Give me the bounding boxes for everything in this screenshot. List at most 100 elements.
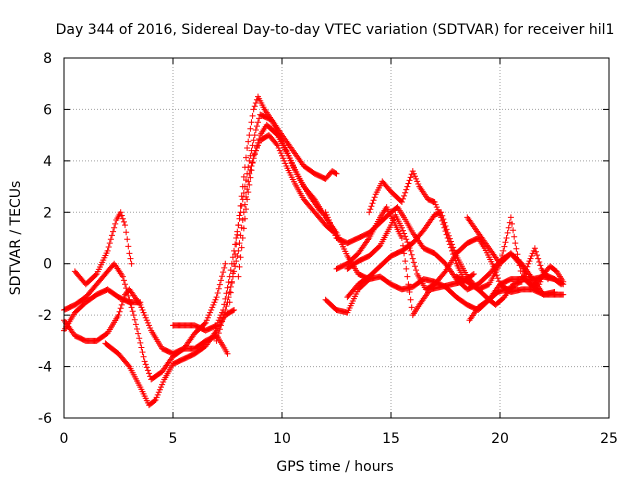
data-point [446,241,453,248]
data-point [445,238,452,245]
series-track-l [344,211,558,298]
y-tick-label: 0 [43,257,52,273]
series-track-q [453,245,551,308]
data-point [279,152,285,159]
data-point [129,308,136,315]
data-point [398,199,405,205]
data-point [525,260,532,267]
data-point [450,251,457,258]
data-point [140,309,147,316]
data-point [117,209,124,216]
data-point [147,325,154,331]
data-point [137,339,144,346]
data-point [281,157,288,164]
data-point [235,273,242,280]
data-point [216,281,223,288]
data-point [402,189,409,196]
data-point [234,231,241,238]
y-tick-label: -4 [38,360,52,376]
data-point [507,214,514,221]
data-point [226,289,233,295]
x-axis-label: GPS time / hours [276,459,393,475]
data-point [251,103,258,110]
data-point [280,155,287,162]
data-point [221,310,228,317]
data-point [224,284,231,291]
data-point [495,278,502,285]
data-point [409,168,416,175]
data-point [560,291,567,298]
data-point [154,391,161,398]
data-point [441,269,448,276]
data-point [249,159,256,166]
data-point [324,214,331,221]
data-point [403,236,410,243]
data-point [208,307,215,313]
data-point [160,379,167,385]
data-point [330,227,337,234]
data-point [151,397,158,404]
data-point [141,312,148,319]
data-point [236,212,243,219]
data-point [332,232,339,239]
y-tick-label: -2 [38,308,52,324]
data-point [128,304,135,311]
data-point [138,344,145,351]
data-point [228,278,235,285]
data-point [209,304,216,311]
data-point [251,132,258,139]
data-point [104,247,111,254]
series-track-m [344,209,567,301]
data-point [408,304,415,311]
data-point [544,276,551,283]
data-point [241,201,248,208]
data-point [236,263,243,270]
data-point [140,353,147,360]
tick-labels: 0 5 10 15 20 25 -6 -4 -2 0 2 4 6 8 [38,51,618,447]
data-point [407,296,414,303]
data-point [128,260,135,267]
data-point [282,160,289,167]
data-point [116,308,123,315]
data-point [229,273,236,280]
data-point [534,286,541,293]
data-point [411,173,418,180]
data-point [223,303,230,310]
data-point [235,247,242,254]
data-point [146,370,153,377]
data-point [368,203,375,210]
data-point [510,227,517,234]
data-point [253,143,260,150]
data-point [405,281,412,288]
data-point [244,145,251,151]
data-point [143,364,150,371]
data-point [399,242,406,249]
data-point [215,317,222,324]
data-point [235,222,242,229]
data-point [118,212,125,219]
data-point [532,248,539,255]
data-point [141,358,148,365]
data-point [499,252,506,259]
data-point [537,262,544,269]
data-point [367,206,374,213]
data-point [125,243,132,250]
data-point [120,218,127,225]
data-point [134,326,141,333]
x-tick-label: 25 [600,431,618,447]
data-point [119,298,126,305]
data-point [158,384,165,391]
data-point [323,211,330,218]
data-point [449,247,456,254]
data-point [333,170,340,177]
data-point [247,166,254,173]
data-point [517,262,524,268]
x-tick-label: 10 [273,431,291,447]
data-point [407,247,414,254]
data-point [405,180,412,187]
data-point [431,199,438,205]
data-point [398,235,405,241]
data-point [413,267,420,274]
data-point [240,173,247,180]
